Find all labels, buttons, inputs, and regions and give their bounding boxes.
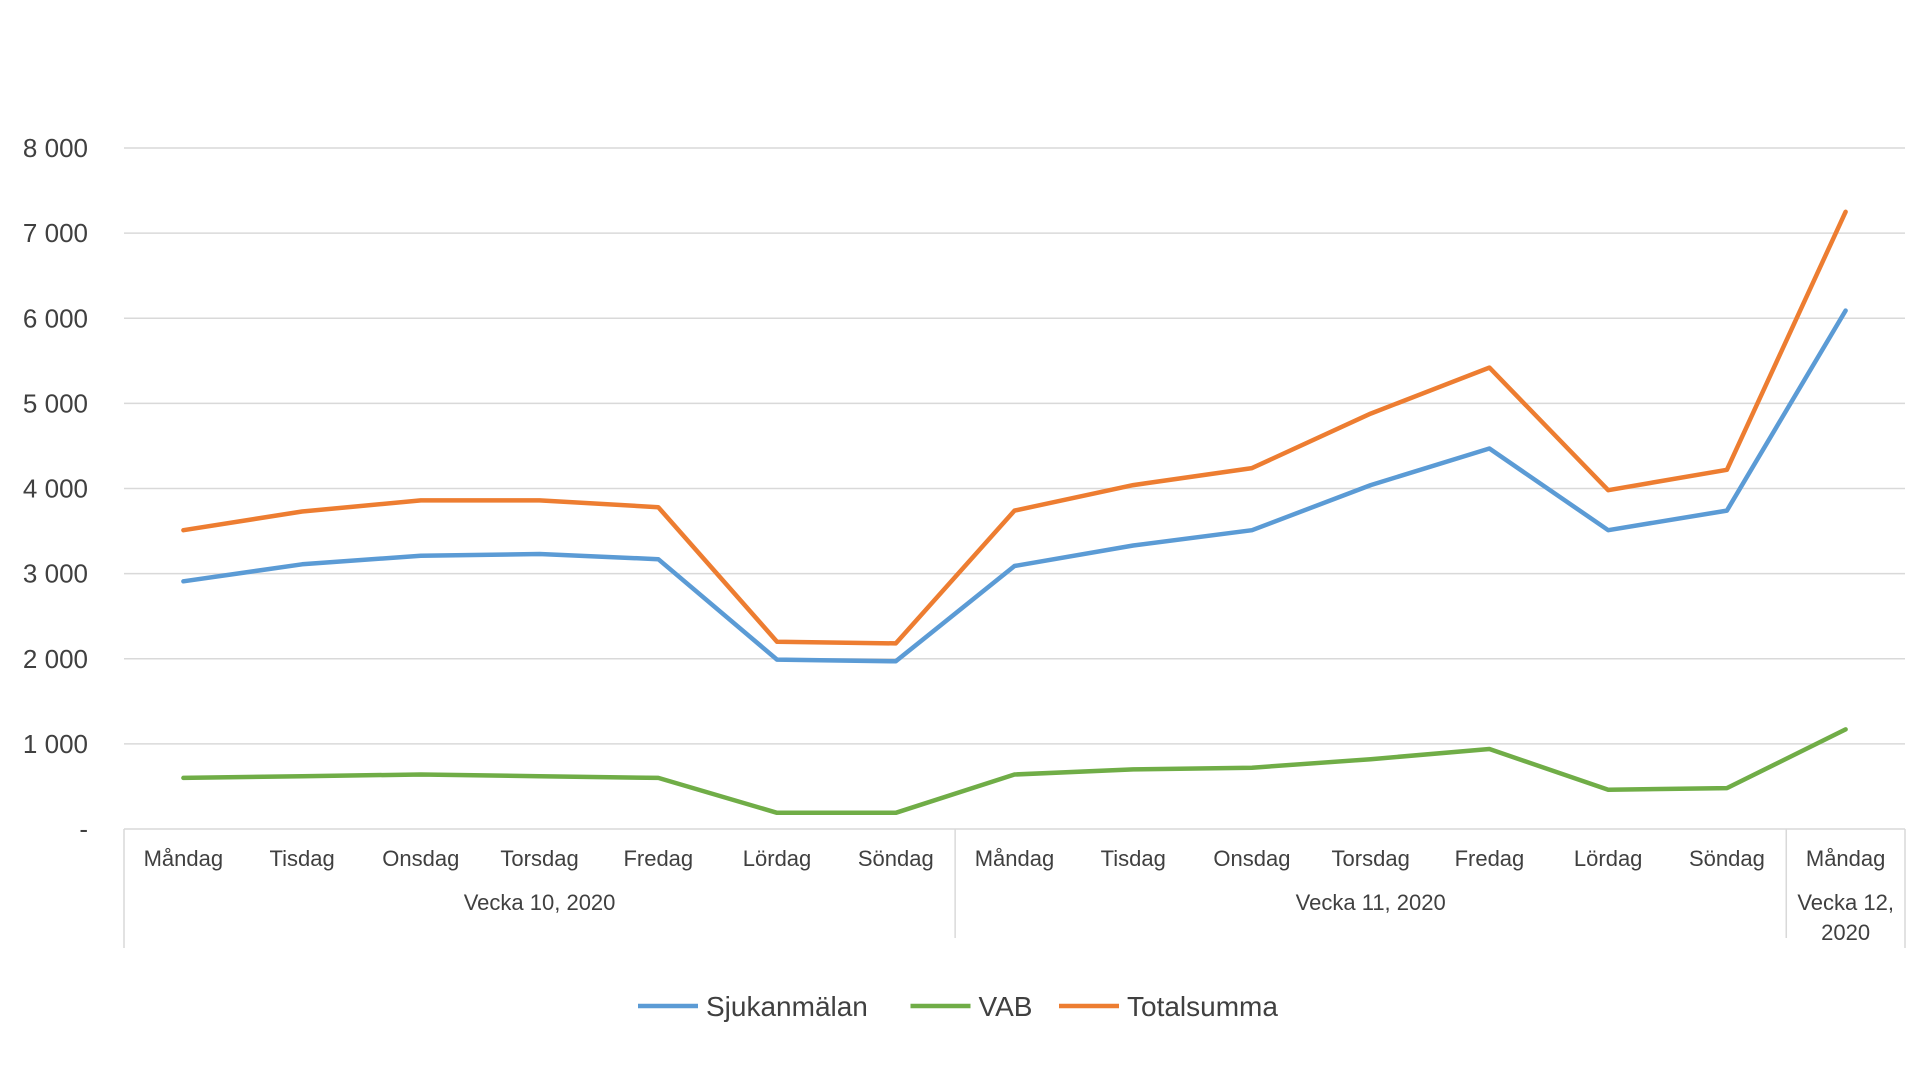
x-tick-label: Tisdag bbox=[269, 846, 334, 871]
series-lines bbox=[181, 209, 1848, 816]
y-tick-label: 6 000 bbox=[23, 303, 88, 333]
legend-label: Totalsumma bbox=[1127, 991, 1278, 1022]
x-tick-label: Tisdag bbox=[1101, 846, 1166, 871]
y-axis: - 1 000 2 000 3 000 4 000 5 000 6 000 7 000 8 00… bbox=[23, 133, 88, 844]
x-tick-label: Lördag bbox=[1574, 846, 1643, 871]
x-group-label: Vecka 12, 2020 bbox=[1797, 890, 1894, 945]
x-tick-label: Fredag bbox=[623, 846, 693, 871]
x-tick-label: Torsdag bbox=[500, 846, 578, 871]
y-tick-label: 2 000 bbox=[23, 644, 88, 674]
series-line-sjukanmälan bbox=[181, 308, 1848, 664]
y-tick-label: 5 000 bbox=[23, 388, 88, 418]
x-tick-label: Torsdag bbox=[1332, 846, 1410, 871]
x-tick-label: Onsdag bbox=[1213, 846, 1290, 871]
x-group-label: Vecka 10, 2020 bbox=[464, 890, 616, 915]
y-tick-label: 7 000 bbox=[23, 218, 88, 248]
x-tick-label: Måndag bbox=[144, 846, 224, 871]
y-tick-label: 8 000 bbox=[23, 133, 88, 163]
legend-label: VAB bbox=[979, 991, 1033, 1022]
x-tick-label: Onsdag bbox=[382, 846, 459, 871]
gridlines bbox=[124, 147, 1905, 745]
x-tick-label: Söndag bbox=[858, 846, 934, 871]
x-tick-label: Fredag bbox=[1455, 846, 1525, 871]
x-tick-label: Måndag bbox=[975, 846, 1055, 871]
x-tick-label: Måndag bbox=[1806, 846, 1886, 871]
legend-label: Sjukanmälan bbox=[706, 991, 868, 1022]
x-tick-label: Lördag bbox=[743, 846, 812, 871]
y-tick-label: 4 000 bbox=[23, 474, 88, 504]
x-group-label: Vecka 11, 2020 bbox=[1296, 890, 1446, 915]
legend: Sjukanmälan VAB Totalsumma bbox=[638, 991, 1278, 1022]
series-line-totalsumma bbox=[181, 209, 1848, 646]
x-tick-label: Söndag bbox=[1689, 846, 1765, 871]
y-tick-label: - bbox=[79, 814, 88, 844]
series-line-vab bbox=[181, 727, 1848, 816]
y-tick-label: 3 000 bbox=[23, 559, 88, 589]
y-tick-label: 1 000 bbox=[23, 729, 88, 759]
x-axis: Måndag Tisdag Onsdag Torsdag Fredag Lördag Sön… bbox=[123, 828, 1906, 948]
